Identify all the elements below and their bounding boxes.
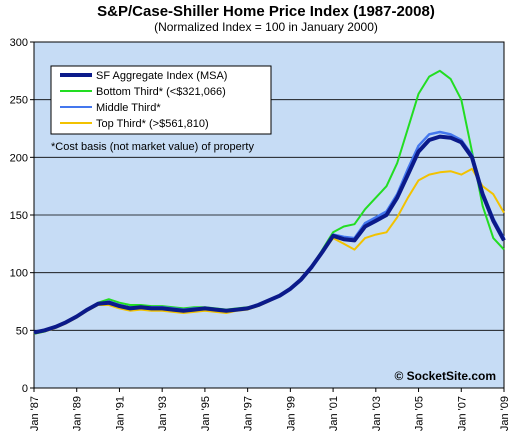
- series-lines: [33, 69, 506, 335]
- y-tick-label-300: 300: [10, 37, 28, 49]
- y-tick-label-250: 250: [10, 95, 28, 107]
- x-tick-label-9: Jan '05: [414, 396, 426, 431]
- legend: SF Aggregate Index (MSA) Bottom Third* (…: [50, 65, 272, 135]
- x-tick-label-0: Jan '87: [29, 396, 41, 431]
- legend-label-middle-third: Middle Third*: [96, 102, 161, 114]
- legend-label-bottom-third: Bottom Third* (<$321,066): [96, 86, 226, 98]
- y-tick-label-0: 0: [22, 383, 28, 395]
- x-tick-label-2: Jan '91: [114, 396, 126, 431]
- x-axis: Jan '87 Jan '89 Jan '91 Jan '93 Jan '95 Jan '…: [29, 388, 510, 431]
- y-tick-label-100: 100: [10, 268, 28, 280]
- line-sf-aggregate: [33, 134, 506, 335]
- y-tick-label-150: 150: [10, 210, 28, 222]
- y-axis: 0 50 100 150 200 250 300: [10, 37, 34, 395]
- x-tick-label-5: Jan '97: [243, 396, 255, 431]
- watermark: © SocketSite.com: [394, 369, 496, 383]
- legend-label-sf-aggregate: SF Aggregate Index (MSA): [96, 70, 227, 82]
- x-tick-label-11: Jan '09: [499, 396, 510, 431]
- y-tick-label-50: 50: [16, 325, 28, 337]
- legend-label-top-third: Top Third* (>$561,810): [96, 118, 209, 130]
- chart-annotation: *Cost basis (not market value) of proper…: [51, 141, 254, 153]
- x-tick-label-10: Jan '07: [456, 396, 468, 431]
- x-tick-label-6: Jan '99: [285, 396, 297, 431]
- chart-title: S&P/Case-Shiller Home Price Index (1987-…: [97, 3, 435, 20]
- x-tick-label-4: Jan '95: [200, 396, 212, 431]
- y-tick-label-200: 200: [10, 152, 28, 164]
- chart-subtitle: (Normalized Index = 100 in January 2000): [154, 20, 378, 34]
- x-tick-label-3: Jan '93: [157, 396, 169, 431]
- x-tick-label-7: Jan '01: [328, 396, 340, 431]
- x-tick-label-8: Jan '03: [371, 396, 383, 431]
- x-tick-label-1: Jan '89: [72, 396, 84, 431]
